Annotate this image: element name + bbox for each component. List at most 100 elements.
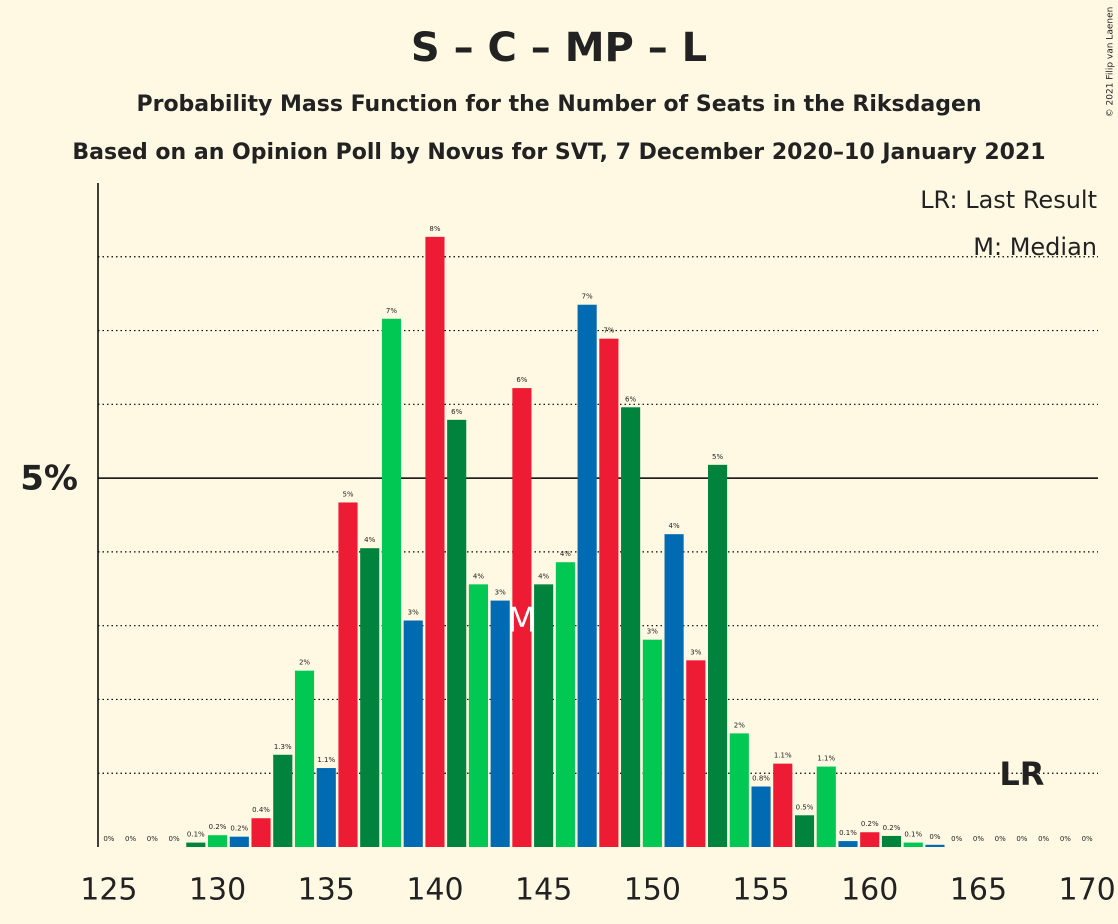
bar	[447, 419, 467, 847]
bar	[512, 388, 532, 847]
data-label: 0.4%	[252, 806, 270, 814]
data-label: 3%	[690, 648, 701, 656]
data-label: 6%	[625, 395, 636, 403]
data-label: 7%	[582, 293, 593, 301]
bar	[773, 763, 793, 847]
data-label: 0%	[169, 835, 180, 843]
data-label: 5%	[712, 453, 723, 461]
data-label: 5%	[342, 490, 353, 498]
data-label: 0%	[1082, 835, 1093, 843]
x-tick-label: 165	[950, 873, 1007, 908]
data-label: 4%	[473, 572, 484, 580]
data-label: 0%	[1060, 835, 1071, 843]
bar	[708, 464, 728, 847]
x-tick-label: 170	[1058, 873, 1115, 908]
bar	[881, 835, 902, 847]
bar	[621, 407, 641, 847]
bar	[381, 318, 402, 847]
x-tick-label: 140	[406, 873, 463, 908]
data-label: 0%	[1038, 835, 1049, 843]
data-label: 0%	[147, 835, 158, 843]
bar	[838, 841, 858, 847]
x-tick-label: 130	[189, 873, 246, 908]
data-label: 0%	[125, 835, 136, 843]
data-label: 0.8%	[752, 775, 770, 783]
bar	[664, 534, 684, 847]
bar	[816, 766, 836, 847]
data-label: 0%	[929, 833, 940, 841]
copyright: © 2021 Filip van Laenen	[1106, 7, 1116, 118]
data-label: 4%	[538, 572, 549, 580]
bar	[316, 768, 336, 847]
bar	[360, 548, 380, 847]
data-label: 0.2%	[861, 820, 879, 828]
data-label: 0.1%	[187, 831, 205, 839]
bar	[273, 754, 293, 847]
bar	[468, 584, 488, 847]
bar	[555, 562, 575, 847]
data-label: 1.1%	[317, 756, 335, 764]
data-label: 0%	[995, 835, 1006, 843]
data-label: 0%	[103, 835, 114, 843]
data-label: 1.3%	[274, 743, 292, 751]
data-label: 2%	[734, 721, 745, 729]
bar	[599, 338, 619, 847]
data-label: 0%	[951, 835, 962, 843]
data-label: 7%	[603, 327, 614, 335]
bar	[403, 620, 423, 847]
bar	[490, 600, 510, 847]
data-label: 4%	[669, 522, 680, 530]
data-label: 0.5%	[796, 803, 814, 811]
bar	[794, 815, 815, 847]
x-tick-label: 160	[841, 873, 898, 908]
bar	[577, 304, 597, 847]
bar	[229, 836, 249, 847]
data-label: 3%	[647, 628, 658, 636]
data-label: 0.2%	[883, 824, 901, 832]
data-label: 2%	[299, 659, 310, 667]
data-label: 0.2%	[230, 825, 248, 833]
bar	[186, 842, 206, 847]
data-label: 8%	[429, 225, 440, 233]
bar	[925, 844, 945, 847]
data-label: 0.1%	[839, 829, 857, 837]
data-label: 3%	[408, 609, 419, 617]
bar	[860, 832, 880, 847]
chart-subtitle: Probability Mass Function for the Number…	[136, 92, 981, 117]
y-tick-label: 5%	[20, 459, 78, 499]
chart-title: S – C – MP – L	[411, 25, 707, 71]
x-tick-label: 145	[515, 873, 572, 908]
data-label: 7%	[386, 307, 397, 315]
bar	[534, 584, 554, 847]
legend-text: LR: Last Result	[920, 186, 1097, 214]
data-label: 0%	[973, 835, 984, 843]
chart-subtitle: Based on an Opinion Poll by Novus for SV…	[72, 140, 1045, 165]
data-label: 0.2%	[209, 823, 227, 831]
data-label: 3%	[495, 589, 506, 597]
data-label: 1.1%	[774, 752, 792, 760]
data-label: 6%	[451, 408, 462, 416]
bar	[686, 660, 706, 847]
bar	[642, 639, 662, 847]
x-tick-label: 155	[732, 873, 789, 908]
last-result-marker: LR	[999, 755, 1044, 793]
bar	[208, 835, 228, 847]
bar	[903, 842, 923, 847]
data-label: 0.1%	[904, 831, 922, 839]
median-marker: M	[507, 601, 536, 641]
bar	[251, 818, 271, 847]
x-tick-label: 135	[298, 873, 355, 908]
bar	[425, 236, 445, 847]
data-label: 1.1%	[817, 755, 835, 763]
data-label: 0%	[1016, 835, 1027, 843]
bar	[751, 786, 771, 847]
x-tick-label: 125	[80, 873, 137, 908]
bar	[294, 670, 315, 847]
data-label: 6%	[516, 376, 527, 384]
bar	[338, 502, 358, 847]
data-label: 4%	[560, 550, 571, 558]
x-tick-label: 150	[624, 873, 681, 908]
bar	[729, 733, 749, 847]
